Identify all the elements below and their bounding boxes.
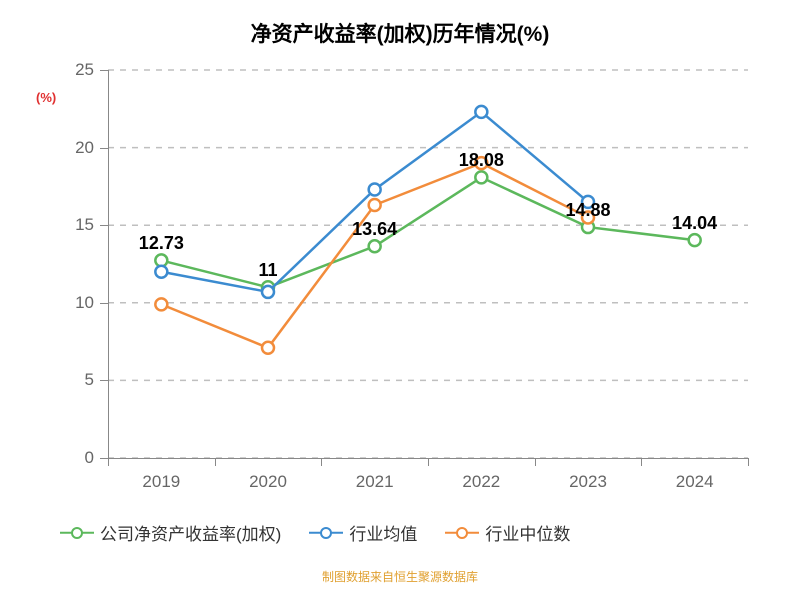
series-marker bbox=[475, 171, 487, 183]
series-marker bbox=[475, 106, 487, 118]
legend-item: 行业中位数 bbox=[445, 520, 570, 545]
legend-swatch bbox=[445, 526, 479, 540]
series-marker bbox=[689, 234, 701, 246]
y-tick bbox=[100, 380, 108, 381]
y-tick-label: 0 bbox=[85, 448, 94, 468]
footer-credit: 制图数据来自恒生聚源数据库 bbox=[322, 568, 478, 585]
x-tick-label: 2021 bbox=[356, 472, 394, 492]
data-label: 18.08 bbox=[459, 150, 504, 171]
data-label: 14.04 bbox=[672, 213, 717, 234]
x-tick-label: 2023 bbox=[569, 472, 607, 492]
y-tick bbox=[100, 458, 108, 459]
series-marker bbox=[155, 266, 167, 278]
data-label: 12.73 bbox=[139, 233, 184, 254]
x-tick-label: 2022 bbox=[462, 472, 500, 492]
x-tick bbox=[428, 458, 429, 466]
x-tick bbox=[108, 458, 109, 466]
x-tick-label: 2019 bbox=[142, 472, 180, 492]
y-tick-label: 15 bbox=[75, 215, 94, 235]
legend-swatch bbox=[309, 526, 343, 540]
y-axis bbox=[108, 70, 109, 458]
series-marker bbox=[369, 184, 381, 196]
y-tick bbox=[100, 70, 108, 71]
chart-title: 净资产收益率(加权)历年情况(%) bbox=[0, 0, 800, 48]
chart-svg bbox=[108, 70, 748, 458]
y-axis-label: (%) bbox=[36, 90, 56, 105]
series-marker bbox=[262, 286, 274, 298]
y-tick-label: 10 bbox=[75, 293, 94, 313]
x-tick bbox=[535, 458, 536, 466]
data-label: 13.64 bbox=[352, 219, 397, 240]
y-tick-label: 20 bbox=[75, 138, 94, 158]
data-label: 11 bbox=[258, 260, 277, 281]
x-tick bbox=[215, 458, 216, 466]
plot-area bbox=[108, 70, 748, 458]
legend: 公司净资产收益率(加权) 行业均值 行业中位数 bbox=[60, 520, 570, 545]
legend-item: 行业均值 bbox=[309, 520, 417, 545]
series-line bbox=[161, 177, 694, 287]
y-tick bbox=[100, 148, 108, 149]
series-marker bbox=[369, 199, 381, 211]
series-marker bbox=[369, 240, 381, 252]
chart-container: 净资产收益率(加权)历年情况(%) (%) 公司净资产收益率(加权) 行业均值 行业… bbox=[0, 0, 800, 600]
y-tick bbox=[100, 225, 108, 226]
y-tick-label: 5 bbox=[85, 370, 94, 390]
series-marker bbox=[155, 298, 167, 310]
x-tick bbox=[748, 458, 749, 466]
x-tick-label: 2024 bbox=[676, 472, 714, 492]
legend-swatch bbox=[60, 526, 94, 540]
legend-item: 公司净资产收益率(加权) bbox=[60, 520, 281, 545]
legend-label: 行业均值 bbox=[349, 520, 417, 545]
x-tick bbox=[321, 458, 322, 466]
x-tick-label: 2020 bbox=[249, 472, 287, 492]
data-label: 14.88 bbox=[565, 200, 610, 221]
series-marker bbox=[262, 342, 274, 354]
x-tick bbox=[641, 458, 642, 466]
legend-label: 行业中位数 bbox=[485, 520, 570, 545]
y-tick bbox=[100, 303, 108, 304]
legend-label: 公司净资产收益率(加权) bbox=[100, 520, 281, 545]
y-tick-label: 25 bbox=[75, 60, 94, 80]
